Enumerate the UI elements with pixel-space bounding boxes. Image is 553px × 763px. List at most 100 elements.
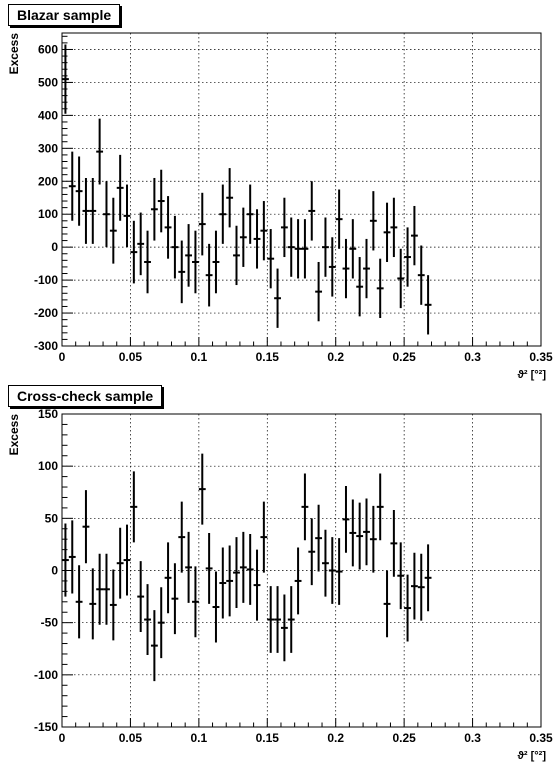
y-tick-label: 0: [51, 240, 58, 254]
data-point: [123, 524, 131, 596]
data-point: [130, 471, 138, 543]
data-point: [363, 238, 370, 299]
x-tick-label: 0.2: [327, 731, 344, 745]
data-point: [226, 168, 234, 228]
x-tick-label: 0.1: [191, 731, 208, 745]
data-point: [349, 219, 357, 279]
data-point: [171, 215, 179, 279]
x-tick-label: 0.15: [256, 731, 280, 745]
y-tick-label: 600: [38, 42, 58, 56]
y-tick-label: 500: [38, 75, 58, 89]
data-point: [315, 504, 323, 572]
data-point: [356, 257, 364, 317]
y-tick-label: 100: [38, 207, 58, 221]
data-point: [274, 586, 281, 653]
data-point: [116, 154, 124, 221]
data-point: [219, 547, 227, 619]
cross-check-chart: 0 0.05 0.1 0.15 0.2 0.25 0.3 0.35 -150 -100 -50 0 50…: [7, 407, 553, 762]
data-point: [287, 586, 295, 653]
y-tick-label: 50: [45, 511, 59, 525]
data-point: [376, 473, 384, 541]
data-point: [96, 553, 104, 625]
y-tick-label: -50: [41, 616, 59, 630]
data-point: [274, 268, 281, 328]
x-tick-label: 0.15: [256, 350, 280, 364]
x-tick-label: 0.35: [529, 731, 553, 745]
data-point: [171, 563, 179, 635]
data-point: [301, 219, 309, 279]
data-point: [315, 261, 323, 322]
data-point: [157, 169, 165, 233]
data-point: [417, 553, 425, 621]
data-point: [308, 518, 316, 586]
data-point: [376, 258, 384, 318]
data-point: [82, 490, 90, 564]
data-point: [109, 569, 117, 641]
data-point: [205, 243, 213, 307]
data-point: [212, 230, 220, 294]
data-point: [308, 181, 316, 241]
data-point: [390, 509, 398, 577]
data-point: [212, 571, 220, 643]
x-tick-label: 0.35: [529, 350, 553, 364]
data-point: [342, 238, 350, 299]
data-point: [157, 587, 165, 659]
data-point: [164, 542, 172, 614]
x-axis-label: ϑ² [°²]: [517, 750, 546, 762]
y-axis-label: Excess: [7, 33, 21, 75]
chart-title: Blazar sample: [8, 4, 121, 26]
data-point: [287, 217, 295, 277]
y-tick-label: 300: [38, 141, 58, 155]
data-point: [246, 533, 254, 605]
data-point: [404, 227, 411, 287]
data-point: [260, 501, 268, 573]
data-point: [397, 542, 405, 610]
data-point: [253, 209, 261, 269]
data-point: [137, 561, 145, 633]
y-axis-label: Excess: [7, 414, 21, 456]
data-point: [410, 205, 418, 266]
data-point: [280, 594, 288, 662]
data-point: [116, 527, 124, 599]
y-tick-label: 200: [38, 174, 58, 188]
data-point: [219, 184, 227, 244]
data-point: [239, 531, 247, 603]
data-point: [130, 220, 138, 284]
data-point: [294, 219, 302, 279]
x-tick-label: 0.25: [392, 731, 416, 745]
data-point: [294, 547, 302, 615]
data-point: [109, 197, 117, 264]
y-tick-label: 100: [38, 459, 58, 473]
y-tick-label: -200: [34, 306, 58, 320]
data-point: [144, 584, 151, 656]
data-point: [137, 212, 145, 276]
blazar-chart: 0 0.05 0.1 0.15 0.2 0.25 0.3 0.35 -300 -200 -100 0 1…: [7, 32, 553, 381]
data-point: [383, 570, 391, 638]
data-point: [356, 502, 364, 570]
data-point: [267, 229, 275, 289]
data-point: [417, 245, 425, 305]
data-point: [328, 537, 336, 604]
y-tick-label: 150: [38, 407, 58, 421]
y-tick-label: -100: [34, 273, 58, 287]
data-point: [260, 201, 268, 261]
data-point: [383, 202, 391, 262]
data-point: [226, 545, 234, 617]
data-point: [280, 197, 288, 258]
y-tick-label: -300: [34, 339, 58, 353]
data-point: [103, 553, 110, 625]
data-point: [89, 177, 97, 244]
data-point: [62, 523, 69, 597]
data-point: [198, 192, 206, 256]
data-point: [82, 177, 90, 244]
data-point: [246, 184, 254, 244]
data-point: [397, 248, 405, 309]
data-point: [75, 565, 83, 639]
data-point: [322, 217, 329, 277]
x-tick-label: 0.25: [392, 350, 416, 364]
x-tick-label: 0.1: [191, 350, 208, 364]
data-point: [424, 544, 432, 612]
data-point: [404, 574, 411, 642]
data-point: [390, 197, 398, 258]
data-point: [424, 275, 432, 335]
